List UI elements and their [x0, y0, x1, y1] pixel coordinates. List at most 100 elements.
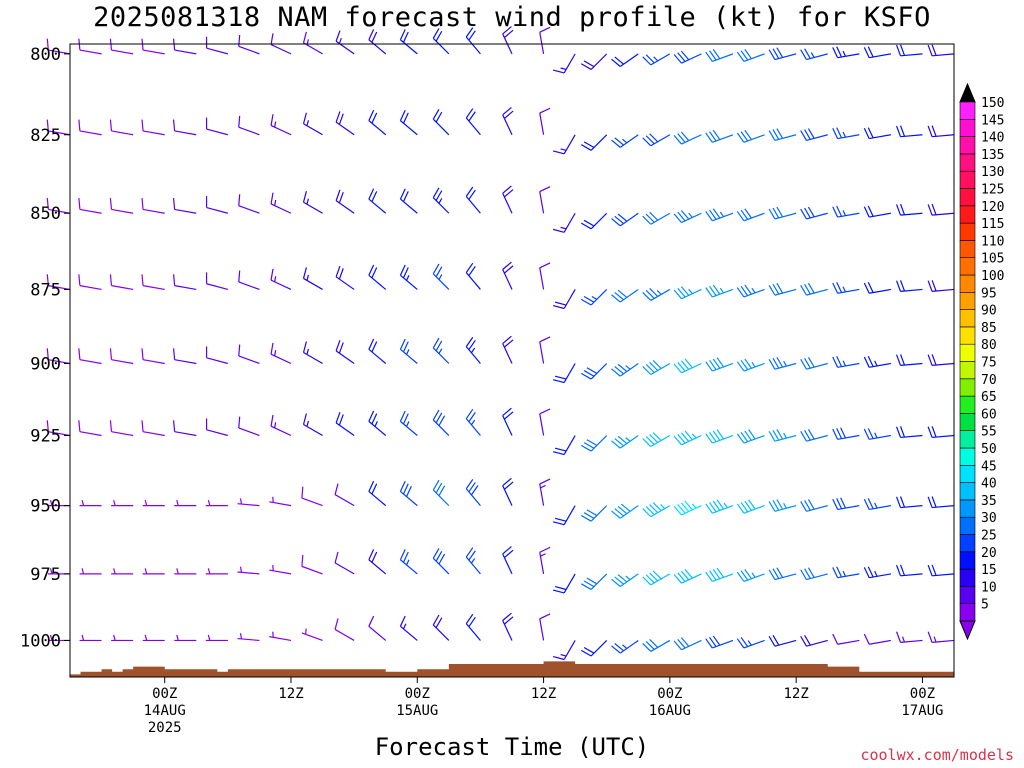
- wind-barb: [800, 567, 828, 581]
- barb-feather: [270, 33, 274, 45]
- barb-feather: [172, 198, 176, 210]
- barb-feather: [867, 356, 874, 367]
- barb-feather: [709, 359, 717, 370]
- barb-feather: [141, 198, 144, 210]
- wind-barb: [368, 480, 387, 507]
- barb-feather: [709, 636, 717, 647]
- barb-feather: [863, 282, 870, 294]
- colorbar-swatch: [959, 309, 976, 328]
- barb-feather: [141, 119, 144, 132]
- barb-shaft: [206, 357, 229, 365]
- barb-feather: [705, 571, 713, 582]
- barb-half-feather: [625, 437, 631, 442]
- barb-shaft: [238, 355, 260, 365]
- barb-shaft: [368, 198, 387, 214]
- barb-feather: [804, 283, 811, 295]
- barb-half-feather: [406, 421, 410, 427]
- colorbar-swatch: [959, 568, 976, 587]
- barb-shaft: [174, 49, 197, 55]
- wind-barb: [335, 411, 355, 437]
- barb-shaft: [335, 350, 355, 364]
- barb-half-feather: [719, 211, 725, 218]
- colorbar-label: 140: [981, 131, 1004, 146]
- barb-feather: [614, 56, 624, 65]
- barb-feather: [78, 348, 81, 360]
- barb-shaft: [48, 285, 71, 291]
- wind-barb: [502, 185, 514, 214]
- wind-barb: [109, 348, 134, 365]
- colorbar-swatch: [959, 395, 976, 414]
- wind-barb: [270, 114, 292, 136]
- barb-feather: [673, 363, 682, 374]
- barb-feather: [807, 206, 815, 218]
- wind-barb: [432, 28, 450, 55]
- wind-barb: [368, 549, 387, 575]
- barb-feather: [502, 407, 512, 417]
- barb-feather: [740, 285, 749, 296]
- wind-barb: [205, 499, 228, 507]
- barb-shaft: [619, 134, 639, 148]
- wind-barb: [334, 551, 355, 575]
- barb-feather: [617, 213, 628, 222]
- wind-barb: [539, 546, 551, 575]
- barb-feather: [580, 444, 592, 452]
- barb-feather: [371, 191, 378, 202]
- wind-barb: [399, 410, 418, 436]
- barb-half-feather: [874, 360, 878, 367]
- wind-barb: [302, 31, 323, 55]
- y-tick-label: 850: [30, 204, 61, 224]
- barb-feather: [435, 550, 443, 562]
- barb-feather: [804, 358, 811, 369]
- barb-feather: [539, 186, 551, 193]
- barb-shaft: [619, 573, 639, 588]
- barb-feather: [611, 645, 621, 654]
- barb-feather: [645, 436, 655, 445]
- barb-feather: [301, 554, 304, 567]
- barb-feather: [899, 203, 906, 216]
- barb-feather: [645, 574, 655, 584]
- barb-shaft: [269, 569, 292, 575]
- barb-shaft: [502, 114, 513, 136]
- barb-feather: [772, 358, 780, 369]
- wind-barb: [78, 420, 102, 437]
- barb-feather: [438, 485, 446, 497]
- barb-feather: [504, 549, 514, 559]
- barb-shaft: [650, 288, 671, 301]
- barb-feather: [931, 44, 937, 56]
- barb-feather: [399, 264, 406, 276]
- wind-barb: [172, 274, 197, 291]
- barb-half-feather: [274, 422, 277, 429]
- barb-feather: [931, 203, 937, 216]
- barb-feather: [776, 356, 784, 368]
- barb-feather: [552, 69, 565, 74]
- barb-feather: [504, 411, 514, 420]
- wind-barb: [896, 44, 923, 57]
- barb-shaft: [303, 423, 323, 437]
- wind-barb: [269, 565, 292, 575]
- barb-feather: [109, 198, 113, 210]
- barb-half-feather: [842, 286, 847, 293]
- barb-feather: [649, 133, 659, 143]
- wind-barb: [399, 188, 418, 214]
- wind-barb: [896, 203, 923, 216]
- wind-barb: [705, 499, 734, 514]
- wind-barb: [705, 429, 734, 444]
- wind-barb: [768, 206, 797, 220]
- barb-feather: [399, 549, 406, 561]
- wind-barb: [174, 568, 197, 575]
- barb-shaft: [237, 503, 260, 507]
- wind-barb: [896, 631, 923, 643]
- barb-feather: [504, 616, 514, 625]
- barb-feather: [583, 141, 595, 149]
- wind-barb: [896, 125, 923, 138]
- barb-half-feather: [653, 56, 659, 62]
- barb-feather: [504, 110, 514, 119]
- colorbar-label: 25: [981, 529, 997, 544]
- wind-barb: [502, 546, 514, 575]
- barb-half-feather: [688, 212, 693, 218]
- barb-feather: [768, 635, 776, 647]
- wind-barb: [432, 614, 450, 641]
- barb-shaft: [539, 267, 545, 290]
- colorbar-swatch: [959, 464, 976, 483]
- barb-half-feather: [402, 623, 407, 630]
